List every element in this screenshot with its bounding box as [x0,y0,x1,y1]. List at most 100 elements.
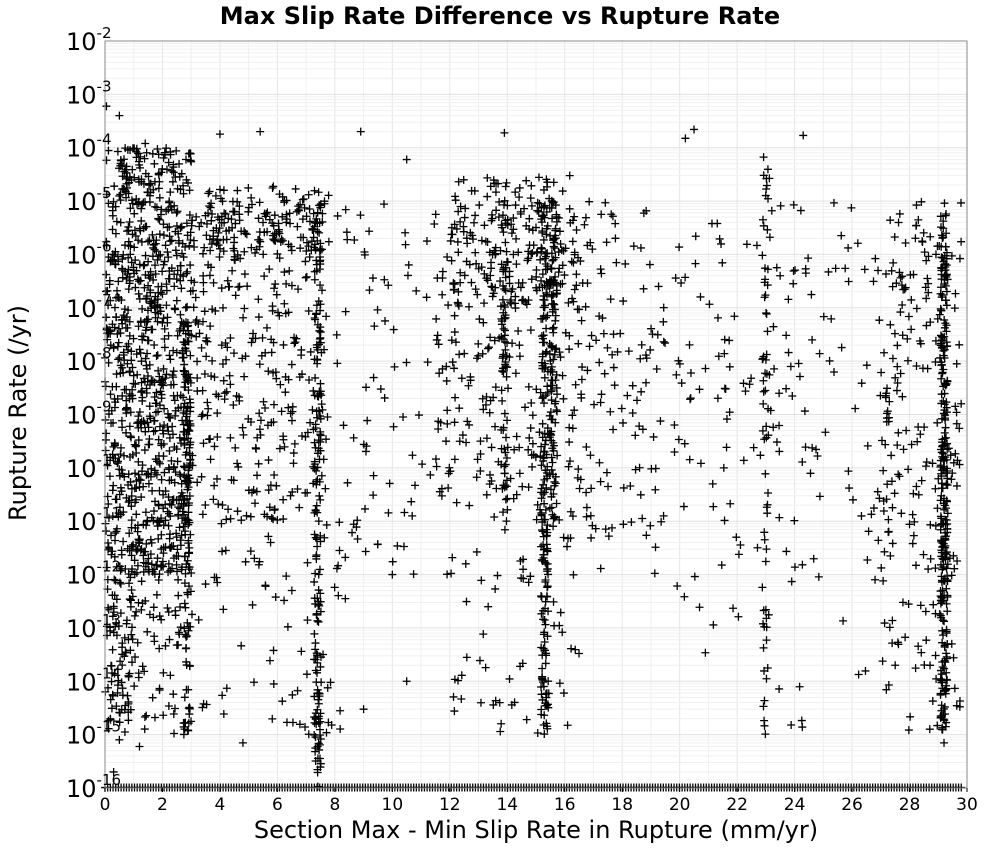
data-point [179,462,188,471]
data-point [309,233,318,242]
data-point [219,709,228,718]
data-point [122,162,131,171]
data-point [134,149,143,158]
data-point [231,219,240,228]
data-point [284,403,293,412]
data-point [198,410,207,419]
data-point [280,596,289,605]
data-point [144,336,153,345]
data-point [123,691,132,700]
data-point [540,303,549,312]
data-point [537,461,546,470]
data-point [181,603,190,612]
data-point [938,638,947,647]
data-point [116,510,125,519]
data-point [912,304,921,313]
data-point [946,451,955,460]
data-point [315,754,324,763]
data-point [164,702,173,710]
data-point [951,289,960,298]
data-point [156,250,165,259]
data-point [253,471,262,480]
data-point [765,233,774,242]
data-point [763,225,772,234]
data-point [229,244,238,253]
data-point [107,256,116,265]
data-point [155,517,164,526]
data-point [234,462,243,471]
data-point [904,465,913,474]
data-point [144,565,153,574]
data-point [717,561,726,570]
data-point [115,578,124,587]
data-point [122,313,131,322]
data-point [637,387,646,396]
data-point [938,725,947,734]
data-point [677,379,686,388]
data-point [149,613,158,622]
data-point [197,218,206,227]
data-point [310,267,319,276]
data-point [142,388,151,397]
data-point [696,292,705,301]
data-point [404,260,413,269]
data-point [926,520,935,529]
data-point [134,322,143,331]
data-point [204,209,213,218]
data-point [343,478,352,487]
data-point [714,352,723,361]
data-point [719,463,728,472]
data-point [756,451,765,460]
data-point [191,318,200,327]
data-point [146,286,155,295]
data-point [205,271,214,280]
data-point [198,703,207,712]
data-point [102,313,111,322]
data-point [353,516,362,525]
data-point [758,583,767,592]
data-point [207,240,216,249]
data-point [609,330,618,339]
data-point [333,211,342,220]
data-point [299,233,308,242]
data-point [696,459,705,468]
data-point [332,564,341,573]
data-point [546,231,555,240]
data-point [597,210,606,219]
data-point [924,252,933,261]
data-point [651,485,660,494]
y-tick-label: 10-12 [66,558,121,590]
data-point [877,436,886,445]
data-point [516,662,525,671]
data-point [119,451,128,460]
data-point [484,602,493,611]
data-point [182,473,191,482]
data-point [798,458,807,467]
data-point [941,411,950,420]
data-point [115,471,124,480]
data-point [182,175,191,184]
data-point [228,266,237,275]
data-point [146,414,155,423]
data-point [717,239,726,248]
data-point [101,382,110,391]
data-point [942,301,951,310]
data-points [101,102,966,792]
data-point [174,511,183,520]
data-point [549,299,558,308]
data-point [193,373,202,382]
data-point [131,283,140,292]
data-point [649,432,658,441]
data-point [550,481,559,490]
data-point [942,254,951,263]
data-point [936,525,945,534]
data-point [131,469,140,478]
data-point [296,200,305,209]
data-point [760,435,769,444]
data-point [158,267,167,276]
data-point [460,271,469,280]
data-point [311,639,320,648]
data-point [764,489,773,498]
data-point [761,557,770,566]
data-point [254,295,263,304]
